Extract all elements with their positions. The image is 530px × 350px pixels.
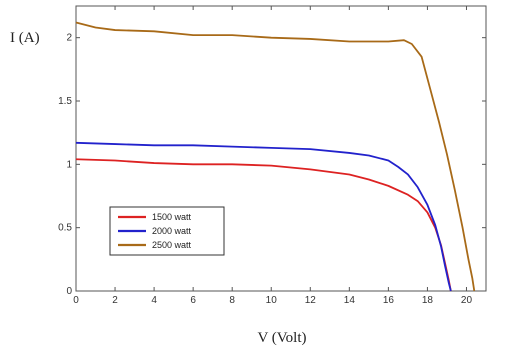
x-tick-label: 8 (229, 295, 235, 306)
x-tick-label: 20 (461, 295, 473, 306)
x-tick-label: 6 (190, 295, 196, 306)
x-tick-label: 12 (305, 295, 317, 306)
legend: 1500 watt 2000 watt 2500 watt (109, 206, 225, 256)
x-tick-label: 4 (151, 295, 157, 306)
x-tick-label: 18 (422, 295, 434, 306)
x-tick-label: 10 (266, 295, 278, 306)
x-tick-label: 14 (344, 295, 356, 306)
x-tick-label: 2 (112, 295, 118, 306)
series-line-2 (75, 21, 476, 292)
y-tick-label: 0 (66, 286, 72, 297)
y-axis-ticks: 0 0.5 1 1.5 2 (58, 33, 486, 297)
series-lines (75, 21, 476, 292)
legend-label: 2500 watt (152, 240, 192, 250)
y-axis-title: I (A) (10, 30, 40, 46)
legend-label: 2000 watt (152, 226, 192, 236)
x-tick-label: 16 (383, 295, 395, 306)
x-axis-title: V (Volt) (257, 330, 306, 346)
legend-label: 1500 watt (152, 212, 192, 222)
y-tick-label: 2 (66, 33, 72, 44)
y-tick-label: 1 (66, 159, 72, 170)
series-line-1 (75, 141, 452, 292)
y-tick-label: 1.5 (58, 96, 72, 107)
y-tick-label: 0.5 (58, 223, 72, 234)
x-axis-ticks: 0 2 4 6 8 10 12 14 16 18 20 (73, 6, 472, 306)
x-tick-label: 0 (73, 295, 79, 306)
